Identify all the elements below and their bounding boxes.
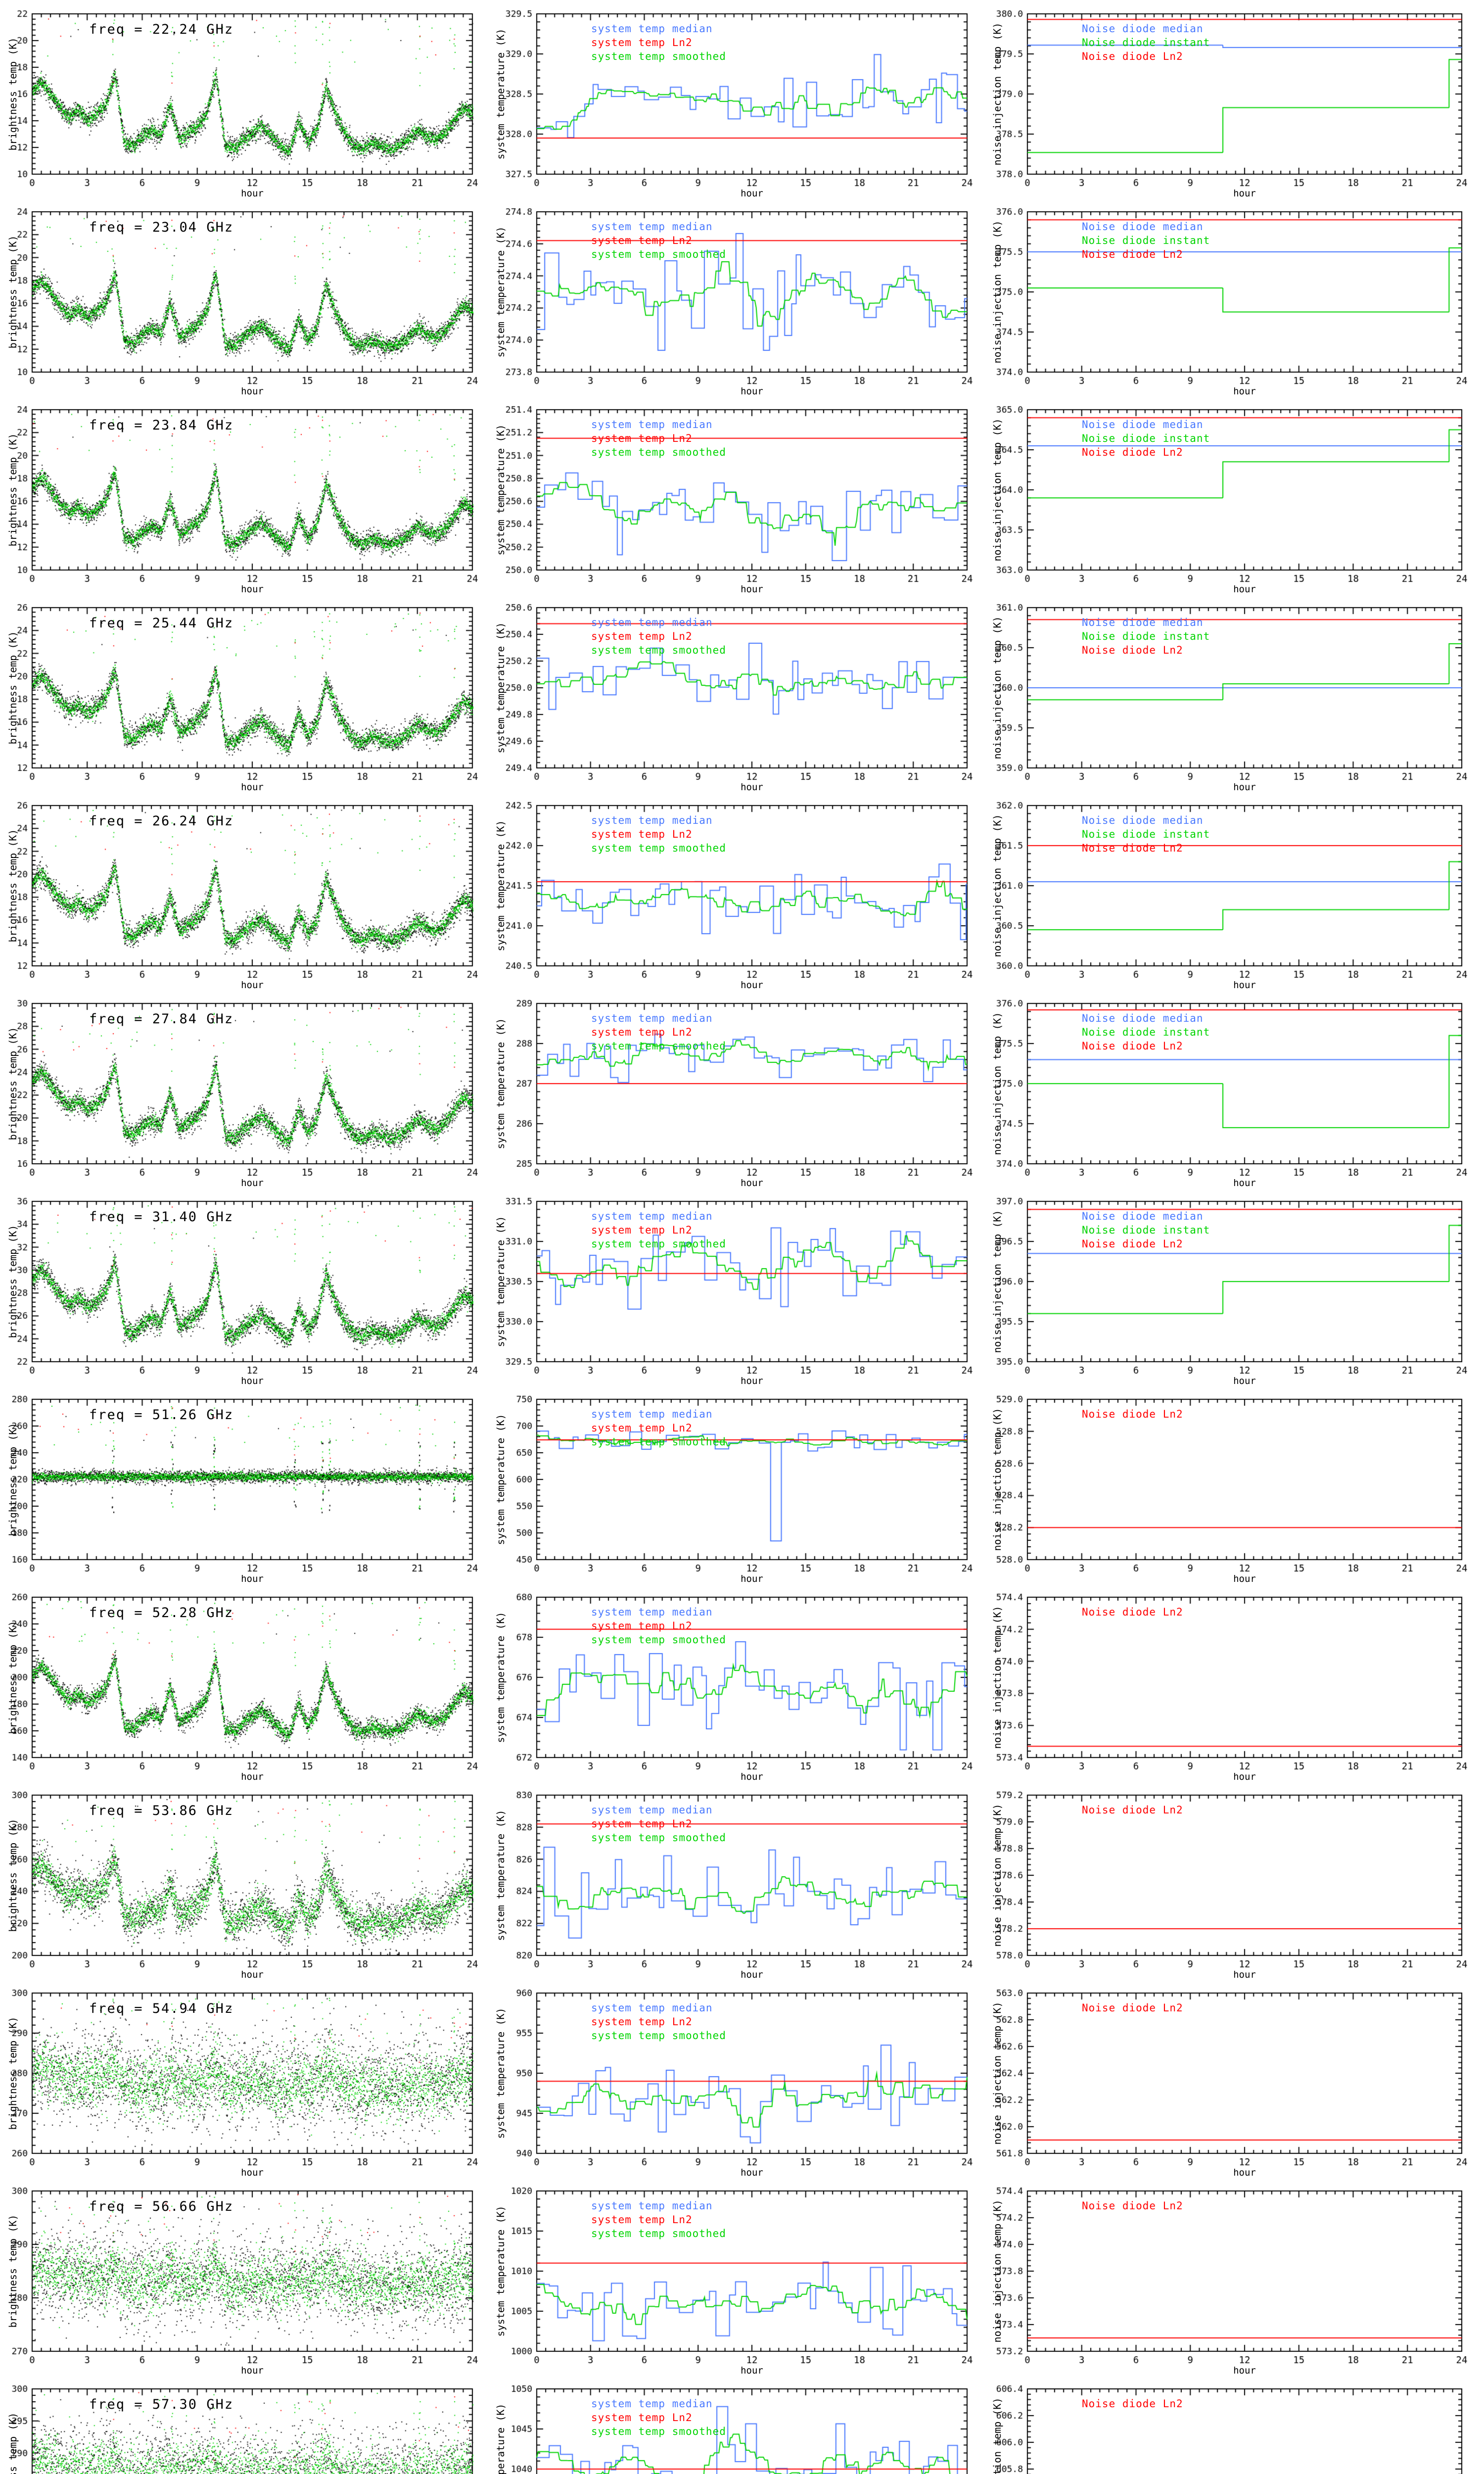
plots-canvas <box>0 0 1484 2474</box>
plot-grid: freq = 22.24 GHz brightness temp (K) hour s… <box>0 0 1484 2474</box>
